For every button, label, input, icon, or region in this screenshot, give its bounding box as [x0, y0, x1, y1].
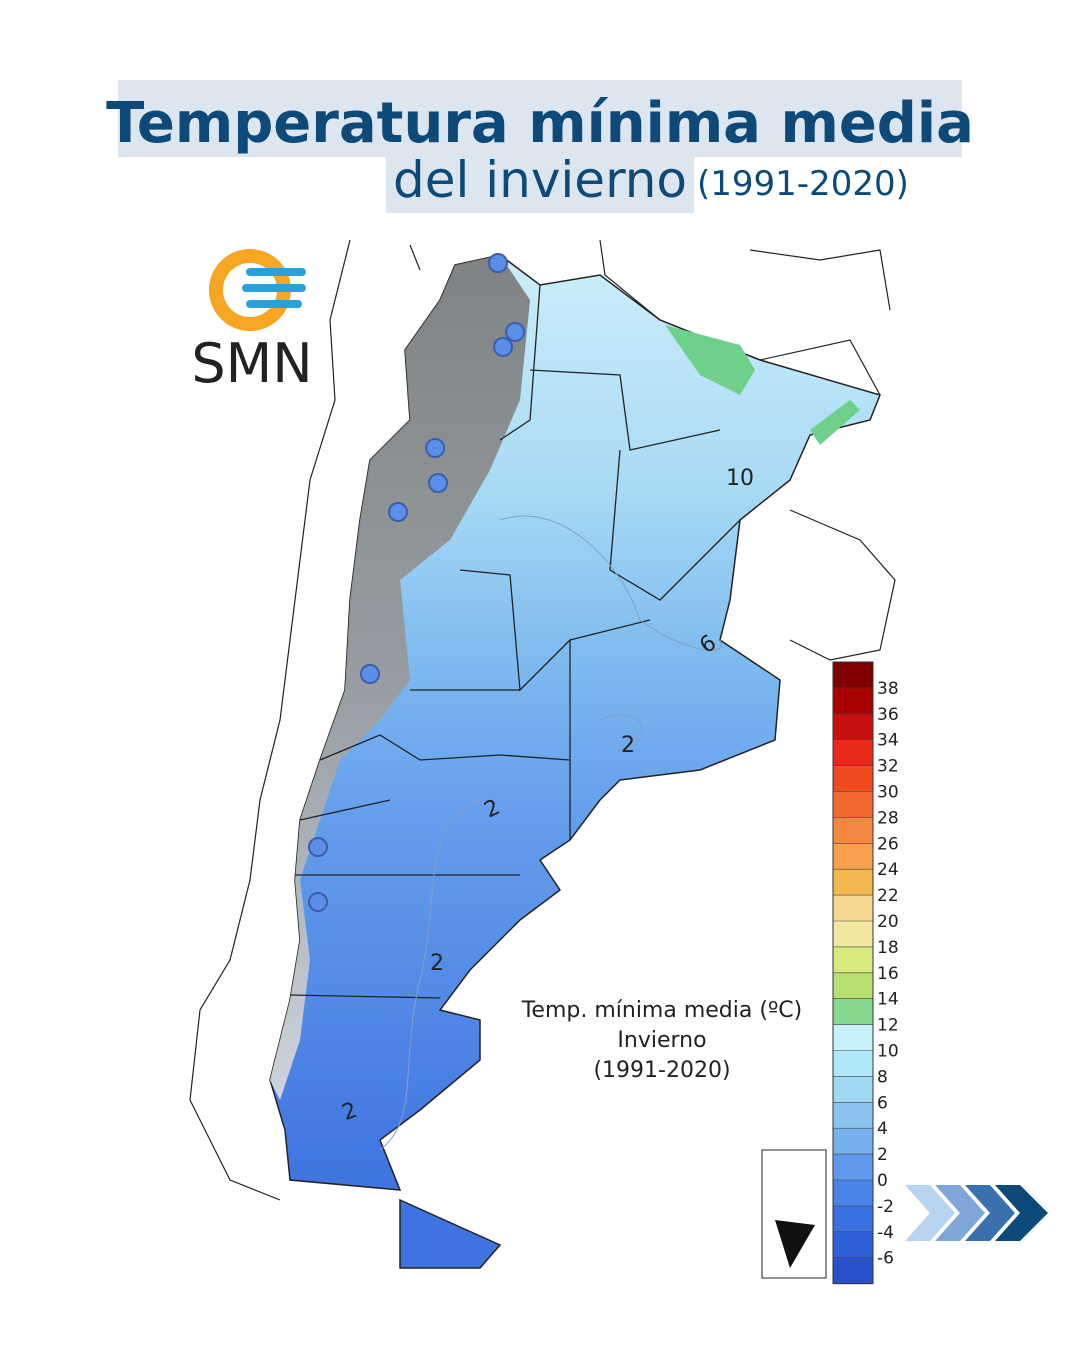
colorbar-label: 18 [877, 938, 899, 958]
chevron[interactable] [905, 1185, 955, 1241]
colorbar-label: 22 [877, 886, 899, 906]
station [425, 438, 445, 458]
colorbar-cell [833, 1076, 873, 1103]
colorbar-cell [833, 895, 873, 922]
colorbar-cell [833, 998, 873, 1026]
colorbar-label: 28 [877, 808, 899, 828]
colorbar-cell [833, 843, 873, 870]
tierra-del-fuego [399, 1198, 502, 1269]
station [388, 502, 408, 522]
colorbar-label: 32 [877, 757, 899, 777]
logo-waves [242, 268, 306, 308]
colorbar-cell [833, 1257, 873, 1285]
period: (1991-2020) [697, 164, 909, 204]
colorbar-cell [833, 946, 873, 974]
colorbar-label: 36 [877, 705, 899, 725]
colorbar-label: -2 [877, 1197, 894, 1217]
contour-label: 2 [430, 951, 444, 976]
station [488, 253, 508, 273]
station [308, 837, 328, 857]
colorbar-label: 6 [877, 1093, 888, 1113]
colorbar-cell [833, 921, 873, 948]
colorbar-cell [833, 1128, 873, 1155]
colorbar-cell [833, 687, 873, 715]
station [360, 664, 380, 684]
colorbar-cell [833, 1024, 873, 1051]
colorbar-cell [833, 972, 873, 1000]
contour-label: 2 [621, 733, 635, 758]
legend-title: Invierno [617, 1028, 706, 1053]
colorbar-label: 30 [877, 783, 899, 803]
colorbar-cell [833, 1205, 873, 1233]
chevron[interactable] [965, 1185, 1015, 1241]
subtitle-bg [386, 155, 694, 213]
station [493, 337, 513, 357]
colorbar-cell [833, 662, 873, 689]
colorbar-cell [833, 1154, 873, 1181]
next-arrows[interactable] [905, 1185, 1048, 1241]
colorbar-label: 26 [877, 834, 899, 854]
colorbar-frame [832, 661, 874, 1285]
colorbar-cell [833, 1102, 873, 1129]
legend-title: (1991-2020) [593, 1058, 730, 1083]
colorbar-label: 0 [877, 1171, 888, 1191]
colorbar-label: 2 [877, 1145, 888, 1165]
colorbar-cell [833, 869, 873, 896]
colorbar-label: 34 [877, 731, 899, 751]
colorbar-label: 10 [877, 1042, 899, 1062]
subtitle: del invierno [393, 151, 687, 209]
contour-label: 10 [726, 466, 754, 491]
isolines [379, 515, 722, 1151]
colorbar-label: 14 [877, 990, 899, 1010]
chevron[interactable] [935, 1185, 985, 1241]
province-borders [289, 284, 741, 999]
colorbar-cell [833, 1180, 873, 1207]
warm-zone [665, 325, 860, 445]
colorbar-cell [833, 739, 873, 767]
colorbar-label: 12 [877, 1016, 899, 1036]
colorbar-cell [833, 817, 873, 844]
colorbar-label: 4 [877, 1119, 888, 1139]
andes-relief [270, 255, 530, 1100]
colorbar-cell [833, 765, 873, 792]
colorbar-label: -6 [877, 1249, 894, 1269]
station [428, 473, 448, 493]
chile-coast [189, 239, 351, 1201]
inset-antarctica [775, 1220, 815, 1268]
colorbar-label: 38 [877, 679, 899, 699]
title-bg [118, 80, 962, 157]
stations [308, 253, 525, 912]
colorbar-cell [833, 1050, 873, 1077]
chevron[interactable] [995, 1185, 1048, 1241]
colorbar-label: 16 [877, 964, 899, 984]
title: Temperatura mínima media [106, 91, 974, 156]
colorbar-cell [833, 713, 873, 741]
colorbar-label: 24 [877, 860, 899, 880]
station [308, 892, 328, 912]
station [505, 322, 525, 342]
colorbar-label: 20 [877, 912, 899, 932]
colorbar-label: -4 [877, 1223, 894, 1243]
legend-title: Temp. mínima media (ºC) [521, 998, 803, 1023]
colorbar-cell [833, 1231, 873, 1259]
colorbar-label: 8 [877, 1067, 888, 1087]
colorbar-cell [833, 791, 873, 818]
logo-text: SMN [191, 332, 312, 395]
